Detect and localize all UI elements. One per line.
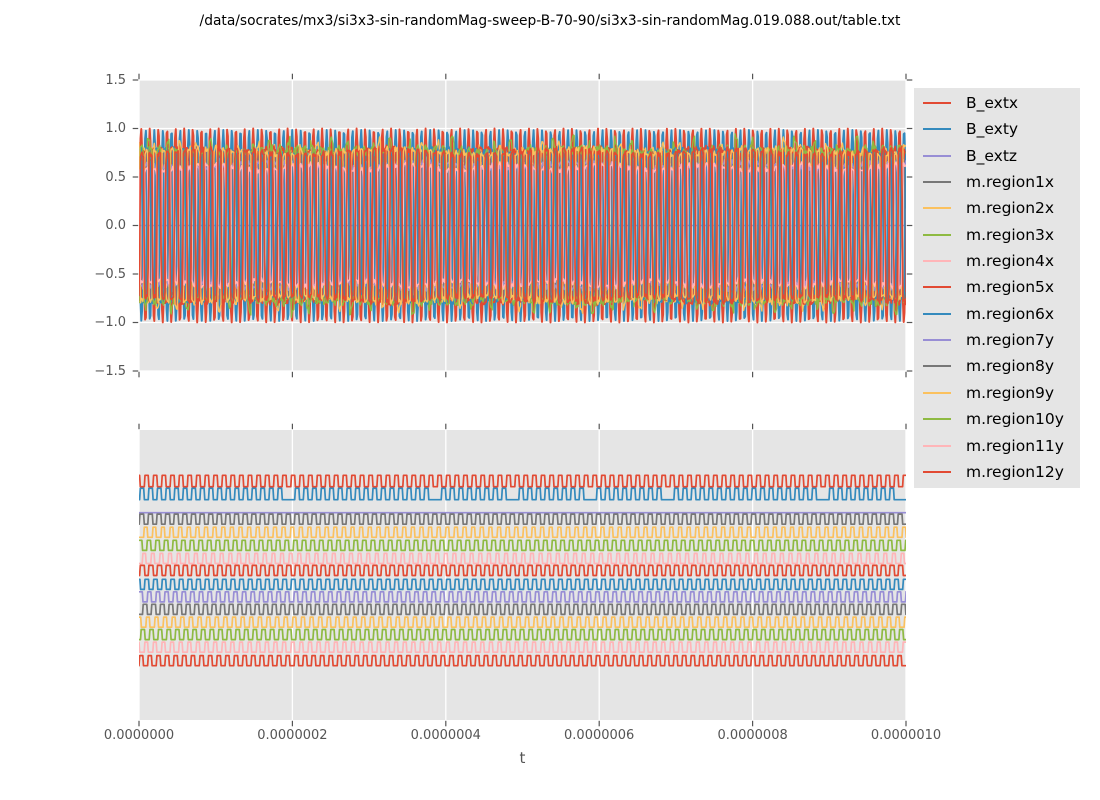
legend-line-swatch: [923, 418, 951, 421]
legend-label: m.region11y: [966, 436, 1064, 455]
series-top-m.region12y: [139, 145, 906, 306]
y-tick-label: −1.0: [94, 315, 126, 330]
legend-item: m.region2x: [914, 195, 1080, 221]
y-tick-label: 0.5: [105, 169, 126, 185]
legend-label: m.region6x: [966, 304, 1055, 323]
series-bottom-m.region11y: [139, 641, 906, 654]
legend-line-swatch: [923, 339, 951, 342]
legend-item: m.region11y: [914, 432, 1080, 458]
series-bottom-m.region12y: [139, 654, 906, 667]
x-tick-label: 0.0000010: [870, 728, 942, 743]
legend-item: m.region3x: [914, 222, 1080, 248]
legend-line-swatch: [923, 365, 951, 368]
bottom-plot-canvas: [139, 430, 906, 720]
y-tick-label: −1.5: [94, 363, 126, 379]
series-bottom-m.region5x: [139, 564, 906, 577]
legend-label: B_extx: [966, 93, 1019, 112]
legend-item: m.region1x: [914, 169, 1080, 195]
legend-line-swatch: [923, 260, 951, 263]
series-bottom-m.region4x: [139, 552, 906, 565]
legend-label: m.region8y: [966, 357, 1055, 376]
legend-line-swatch: [923, 207, 951, 210]
x-tick-label: 0.0000004: [410, 728, 481, 743]
legend-line-swatch: [923, 233, 951, 236]
y-tick-label: −0.5: [94, 266, 126, 282]
legend-label: m.region9y: [966, 383, 1055, 402]
legend: B_extx B_exty B_extz m.region1x m.region2x m.…: [914, 88, 1080, 488]
legend-item: m.region9y: [914, 380, 1080, 406]
legend-label: m.region2x: [966, 199, 1055, 218]
legend-item: m.region4x: [914, 248, 1080, 274]
legend-label: m.region5x: [966, 278, 1055, 297]
series-bottom-m.region1x: [139, 513, 906, 526]
series-bottom-m.region7y: [139, 590, 906, 603]
legend-label: m.region7y: [966, 331, 1055, 350]
legend-item: m.region10y: [914, 406, 1080, 432]
legend-label: m.region3x: [966, 225, 1055, 244]
legend-item: m.region12y: [914, 459, 1080, 485]
series-bottom-m.region3x: [139, 539, 906, 552]
legend-item: m.region6x: [914, 301, 1080, 327]
legend-line-swatch: [923, 286, 951, 289]
series-top-m.region11y: [139, 161, 906, 290]
legend-item: B_exty: [914, 116, 1080, 142]
legend-line-swatch: [923, 391, 951, 394]
series-bottom-B_exty: [139, 487, 906, 501]
x-tick-label: 0.0000006: [564, 728, 635, 743]
legend-item: m.region8y: [914, 353, 1080, 379]
legend-line-swatch: [923, 444, 951, 447]
series-bottom-m.region8y: [139, 603, 906, 616]
legend-label: m.region1x: [966, 173, 1055, 192]
y-tick-label: 1.0: [105, 121, 126, 136]
y-tick-label: 1.5: [105, 72, 126, 88]
x-axis-label: t: [519, 749, 526, 767]
series-bottom-m.region9y: [139, 616, 906, 629]
series-bottom-m.region2x: [139, 526, 906, 539]
legend-label: m.region4x: [966, 252, 1055, 271]
chart-title: /data/socrates/mx3/si3x3-sin-randomMag-s…: [199, 13, 901, 29]
legend-line-swatch: [923, 128, 951, 131]
top-plot-canvas: [139, 80, 906, 371]
bottom-axes: [139, 430, 906, 720]
legend-item: B_extz: [914, 143, 1080, 169]
legend-line-swatch: [923, 154, 951, 157]
series-top-m.region9y: [139, 136, 906, 315]
series-bottom-m.region10y: [139, 628, 906, 641]
legend-line-swatch: [923, 101, 951, 104]
legend-line-swatch: [923, 181, 951, 184]
series-bottom-m.region6x: [139, 578, 906, 591]
legend-label: B_exty: [966, 120, 1019, 139]
legend-item: m.region5x: [914, 274, 1080, 300]
top-axes: [139, 80, 906, 371]
y-tick-label: 0.0: [105, 218, 126, 233]
x-tick-label: 0.0000000: [103, 728, 175, 743]
x-tick-label: 0.0000002: [257, 728, 328, 743]
legend-label: m.region12y: [966, 462, 1064, 481]
legend-label: B_extz: [966, 146, 1018, 165]
legend-label: m.region10y: [966, 410, 1064, 429]
legend-item: m.region7y: [914, 327, 1080, 353]
legend-item: B_extx: [914, 90, 1080, 116]
legend-line-swatch: [923, 470, 951, 473]
x-tick-label: 0.0000008: [717, 728, 788, 743]
legend-line-swatch: [923, 312, 951, 315]
series-bottom-B_extx: [139, 474, 906, 488]
